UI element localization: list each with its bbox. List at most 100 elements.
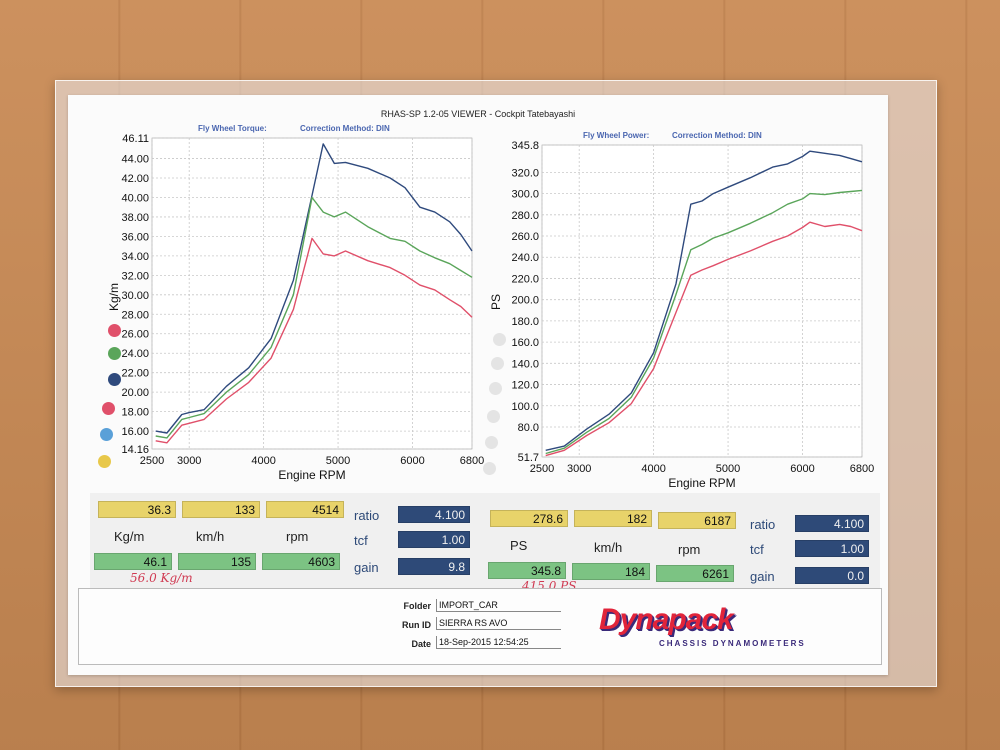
torque-series-line-0 bbox=[155, 143, 473, 434]
power-rpm-value: 6187 bbox=[658, 512, 736, 529]
handwritten-torque-note: 56.0 Kg/m bbox=[130, 571, 193, 585]
gain-value-left: 9.8 bbox=[398, 558, 470, 575]
legend-dot-red bbox=[108, 324, 121, 337]
torque-peak-rpm: 4603 bbox=[262, 553, 340, 570]
torque-x-tick: 4000 bbox=[251, 455, 275, 467]
legend-dot-lightblue bbox=[100, 428, 113, 441]
power-x-axis-label: Engine RPM bbox=[668, 476, 735, 490]
power-y-tick: 200.0 bbox=[511, 295, 539, 307]
torque-y-tick: 40.00 bbox=[121, 192, 149, 204]
power-series-line-2 bbox=[545, 221, 863, 457]
torque-correction-label: Correction Method: DIN bbox=[300, 124, 390, 133]
ratio-value-left: 4.100 bbox=[398, 506, 470, 523]
tcf-value-right: 1.00 bbox=[795, 540, 869, 557]
torque-series-line-2 bbox=[155, 237, 473, 444]
legend-dot-grey-1 bbox=[493, 333, 506, 346]
power-y-tick: 300.0 bbox=[511, 189, 539, 201]
power-y-tick: 260.0 bbox=[511, 231, 539, 243]
legend-dot-red-2 bbox=[102, 402, 115, 415]
power-y-tick: 345.8 bbox=[511, 140, 539, 152]
torque-y-tick: 38.00 bbox=[121, 212, 149, 224]
power-x-tick: 3000 bbox=[567, 463, 591, 475]
legend-dot-grey-4 bbox=[487, 410, 500, 423]
torque-x-tick: 5000 bbox=[326, 455, 350, 467]
power-x-tick: 5000 bbox=[716, 463, 740, 475]
unit-torque: Kg/m bbox=[114, 529, 145, 544]
torque-y-tick: 44.00 bbox=[121, 154, 149, 166]
torque-series-line-1 bbox=[155, 196, 473, 439]
torque-panel-title: Fly Wheel Torque: bbox=[198, 124, 267, 133]
torque-y-tick: 46.11 bbox=[122, 133, 149, 145]
ratio-label-right: ratio bbox=[750, 517, 776, 532]
power-y-tick: 240.0 bbox=[511, 252, 539, 264]
power-peak-rpm: 6261 bbox=[656, 565, 734, 582]
power-peak-value: 345.8 bbox=[488, 562, 566, 579]
power-y-tick: 160.0 bbox=[511, 337, 539, 349]
power-speed-value: 182 bbox=[574, 510, 652, 527]
tcf-value-left: 1.00 bbox=[398, 531, 470, 548]
dynapack-tagline: CHASSIS DYNAMOMETERS bbox=[659, 639, 806, 648]
power-series-line-1 bbox=[545, 189, 863, 455]
stats-panel: 36.3 133 4514 Kg/m km/h rpm 46.1 135 460… bbox=[90, 493, 880, 593]
torque-x-tick: 6000 bbox=[400, 455, 424, 467]
power-y-tick: 320.0 bbox=[511, 167, 539, 179]
torque-y-tick: 32.00 bbox=[121, 270, 149, 282]
power-peak-speed: 184 bbox=[572, 563, 650, 580]
torque-x-tick: 3000 bbox=[177, 455, 201, 467]
gain-label-right: gain bbox=[750, 569, 775, 584]
torque-max-value: 36.3 bbox=[98, 501, 176, 518]
torque-x-tick: 2500 bbox=[140, 455, 164, 467]
power-y-tick: 280.0 bbox=[511, 210, 539, 222]
torque-peak-speed: 135 bbox=[178, 553, 256, 570]
legend-dot-grey-6 bbox=[483, 462, 496, 475]
torque-peak-value: 46.1 bbox=[94, 553, 172, 570]
torque-y-tick: 22.00 bbox=[121, 368, 149, 380]
folder-label: Folder bbox=[403, 601, 431, 611]
power-x-tick: 6800 bbox=[850, 463, 874, 475]
torque-y-tick: 18.00 bbox=[121, 407, 149, 419]
power-panel-title: Fly Wheel Power: bbox=[583, 131, 650, 140]
power-y-tick: 180.0 bbox=[511, 316, 539, 328]
power-y-axis-label: PS bbox=[489, 294, 503, 310]
run-info-panel: Folder IMPORT_CAR Run ID SIERRA RS AVO D… bbox=[78, 588, 882, 665]
power-x-tick: 6000 bbox=[790, 463, 814, 475]
power-max-value: 278.6 bbox=[490, 510, 568, 527]
torque-y-tick: 30.00 bbox=[121, 290, 149, 302]
folder-value: IMPORT_CAR bbox=[436, 599, 561, 612]
ratio-value-right: 4.100 bbox=[795, 515, 869, 532]
torque-y-tick: 14.16 bbox=[121, 444, 149, 456]
tcf-label-right: tcf bbox=[750, 542, 764, 557]
unit-rpm-left: rpm bbox=[286, 529, 309, 544]
torque-speed-value: 133 bbox=[182, 501, 260, 518]
dynapack-logo: Dynapack bbox=[599, 603, 734, 636]
torque-rpm-value: 4514 bbox=[266, 501, 344, 518]
torque-y-tick: 36.00 bbox=[121, 231, 149, 243]
torque-y-tick: 20.00 bbox=[121, 387, 149, 399]
power-x-tick: 2500 bbox=[530, 463, 554, 475]
runid-label: Run ID bbox=[402, 620, 431, 630]
gain-value-right: 0.0 bbox=[795, 567, 869, 584]
torque-y-axis-label: Kg/m bbox=[107, 283, 121, 311]
date-value: 18-Sep-2015 12:54:25 bbox=[436, 636, 561, 649]
power-y-tick: 80.0 bbox=[518, 422, 539, 434]
tcf-label-left: tcf bbox=[354, 533, 368, 548]
torque-y-tick: 26.00 bbox=[121, 329, 149, 341]
runid-value: SIERRA RS AVO bbox=[436, 617, 561, 630]
torque-x-axis-label: Engine RPM bbox=[278, 468, 345, 482]
torque-y-tick: 34.00 bbox=[121, 251, 149, 263]
power-series-line-0 bbox=[545, 150, 863, 451]
torque-x-tick: 6800 bbox=[460, 455, 484, 467]
unit-rpm-right: rpm bbox=[678, 542, 701, 557]
legend-dot-grey-3 bbox=[489, 382, 502, 395]
legend-dot-grey-2 bbox=[491, 357, 504, 370]
gain-label-left: gain bbox=[354, 560, 379, 575]
ratio-label-left: ratio bbox=[354, 508, 380, 523]
power-y-tick: 51.7 bbox=[518, 452, 539, 464]
unit-power: PS bbox=[510, 538, 528, 553]
torque-plot-area bbox=[151, 137, 473, 450]
torque-y-tick: 16.00 bbox=[121, 426, 149, 438]
torque-chart: 2500 3000 4000 5000 6000 6800 46.11 44.00 42.00 4… bbox=[107, 133, 484, 482]
power-y-tick: 140.0 bbox=[511, 358, 539, 370]
torque-y-tick: 24.00 bbox=[121, 348, 149, 360]
legend-dot-grey-5 bbox=[485, 436, 498, 449]
